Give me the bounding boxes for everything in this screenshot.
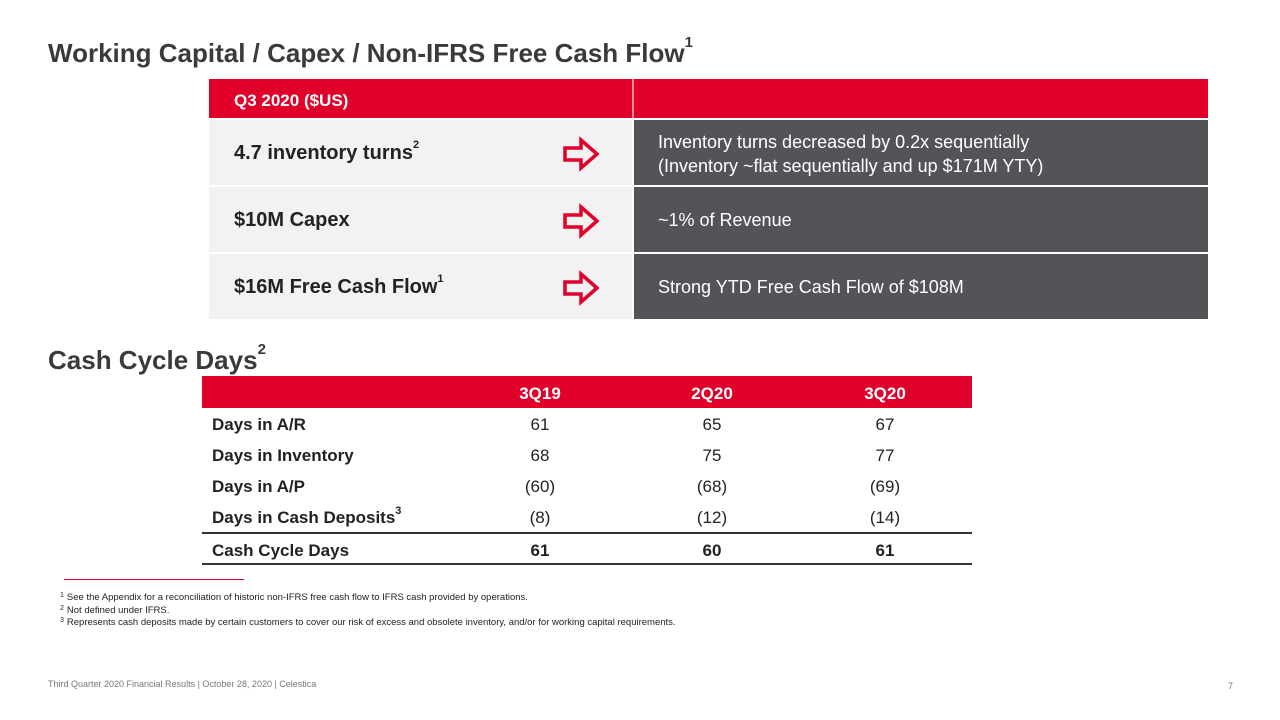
footnote-ref: 3 (395, 505, 402, 517)
row-label: Days in A/P (212, 477, 305, 496)
cell-value: (60) (524, 477, 556, 496)
metric-label: $16M Free Cash Flow (234, 276, 438, 298)
row-label: Days in Inventory (212, 446, 354, 465)
footnote-ref: 2 (412, 139, 420, 151)
panel-header-label: Q3 2020 ($US) (234, 91, 349, 110)
header-divider (632, 79, 634, 118)
row-label: Days in A/R (212, 415, 306, 434)
cell-value: 60 (702, 541, 722, 560)
column-header: 2Q20 (691, 384, 733, 403)
footnote: 1 See the Appendix for a reconciliation o… (60, 592, 528, 603)
right-arrow-icon (563, 136, 599, 172)
summary-panel: Q3 2020 ($US) 4.7 inventory turns2 Inven… (209, 79, 1208, 319)
panel-row-metric: 4.7 inventory turns2 (209, 120, 632, 185)
panel-row-metric: $16M Free Cash Flow1 (209, 254, 632, 319)
cell-value: (14) (869, 508, 901, 527)
total-rule-bottom (202, 563, 972, 565)
panel-row-free-cash-flow: $16M Free Cash Flow1 Strong YTD Free Cas… (209, 254, 1208, 319)
footnote-ref: 1 (437, 273, 444, 285)
cell-value: 61 (875, 541, 895, 560)
cell-value: 68 (530, 446, 550, 465)
page-title: Working Capital / Capex / Non-IFRS Free … (48, 34, 693, 68)
table-row: Days in A/R 61 65 67 (202, 408, 972, 439)
metric-label: 4.7 inventory turns (234, 142, 413, 164)
cell-value: (12) (696, 508, 728, 527)
metric-label: $10M Capex (234, 209, 350, 231)
description-line-1: ~1% of Revenue (658, 210, 792, 230)
cell-value: 77 (875, 446, 895, 465)
footnote: 2 Not defined under IFRS. (60, 604, 170, 616)
panel-header: Q3 2020 ($US) (209, 79, 1208, 118)
column-header: 3Q19 (519, 384, 561, 403)
cell-value: (68) (696, 477, 728, 496)
cell-value: 61 (530, 541, 550, 560)
table-row: Days in Cash Deposits3 (8) (12) (14) (202, 501, 972, 532)
panel-row-metric: $10M Capex (209, 187, 632, 252)
column-header: 3Q20 (864, 384, 906, 403)
panel-row-description: ~1% of Revenue (634, 187, 1208, 252)
description-line-1: Inventory turns decreased by 0.2x sequen… (658, 132, 1030, 152)
panel-row-capex: $10M Capex ~1% of Revenue (209, 187, 1208, 252)
table-total-row: Cash Cycle Days 61 60 61 (202, 534, 972, 565)
page-number: 7 (1228, 681, 1234, 691)
panel-row-description: Inventory turns decreased by 0.2x sequen… (634, 120, 1208, 185)
cell-value: 61 (530, 415, 550, 434)
cell-value: 67 (875, 415, 895, 434)
table-header: 3Q19 2Q20 3Q20 (202, 376, 972, 408)
right-arrow-icon (563, 270, 599, 306)
table-row: Days in Inventory 68 75 77 (202, 439, 972, 470)
slide-footer: Third Quarter 2020 Financial Results | O… (48, 679, 317, 689)
row-label: Days in Cash Deposits (212, 508, 396, 527)
table-row: Days in A/P (60) (68) (69) (202, 470, 972, 501)
footnotes: 1 See the Appendix for a reconciliation o… (60, 592, 676, 630)
panel-row-inventory: 4.7 inventory turns2 Inventory turns dec… (209, 120, 1208, 185)
panel-row-description: Strong YTD Free Cash Flow of $108M (634, 254, 1208, 319)
row-label: Cash Cycle Days (212, 541, 350, 560)
right-arrow-icon (563, 203, 599, 239)
cell-value: 65 (702, 415, 722, 434)
cash-cycle-table: 3Q19 2Q20 3Q20 Days in A/R 61 65 67 Days… (202, 376, 972, 565)
description-line-2: (Inventory ~flat sequentially and up $17… (658, 156, 1044, 176)
description-line-1: Strong YTD Free Cash Flow of $108M (658, 277, 964, 297)
footnote-divider (64, 579, 244, 580)
cell-value: (69) (869, 477, 901, 496)
footnote: 3 Represents cash deposits made by certai… (60, 617, 676, 628)
cell-value: (8) (529, 508, 551, 527)
section-heading: Cash Cycle Days2 (48, 341, 266, 375)
cell-value: 75 (702, 446, 722, 465)
total-rule-top (202, 532, 972, 534)
